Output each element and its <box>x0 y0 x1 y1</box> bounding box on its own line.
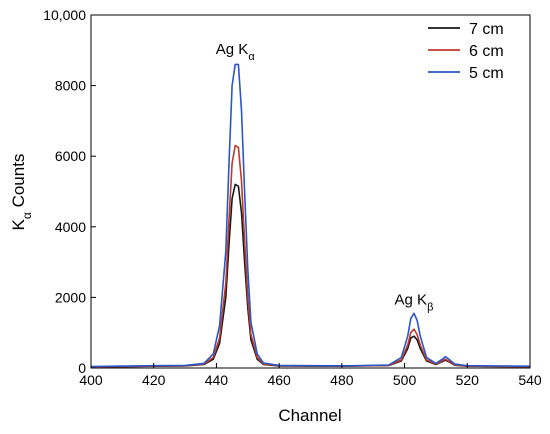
y-tick-label: 8000 <box>55 78 86 94</box>
x-tick-label: 500 <box>393 372 417 388</box>
y-tick-label: 6000 <box>55 148 86 164</box>
y-axis-label: Kα Counts <box>9 154 34 231</box>
peak-annotation-main: Ag K <box>395 291 428 308</box>
y-axis-ticks: 0 2000 4000 6000 8000 10,000 <box>43 7 96 376</box>
peak-annotation-sub: β <box>427 301 433 313</box>
y-axis-label-main: K <box>9 218 28 230</box>
legend-label: 6 cm <box>469 43 504 60</box>
x-tick-label: 480 <box>330 372 354 388</box>
legend-label: 5 cm <box>469 65 504 82</box>
x-tick-label: 420 <box>142 372 166 388</box>
peak-annotation-sub: α <box>248 51 255 63</box>
y-tick-label: 0 <box>78 360 86 376</box>
peak-annotation-main: Ag K <box>216 41 249 58</box>
y-tick-label: 4000 <box>55 219 86 235</box>
legend-label: 7 cm <box>469 21 504 38</box>
x-tick-label: 460 <box>267 372 291 388</box>
peak-annotation: Ag Kβ <box>395 291 434 313</box>
y-axis-label-rest: Counts <box>9 154 28 213</box>
x-tick-label: 520 <box>456 372 480 388</box>
y-tick-label: 2000 <box>55 289 86 305</box>
y-axis-label-sub: α <box>20 212 34 219</box>
x-tick-label: 440 <box>205 372 229 388</box>
plot-frame <box>90 14 531 369</box>
x-tick-label: 400 <box>79 372 103 388</box>
y-tick-label: 10,000 <box>43 7 86 23</box>
x-axis-label: Channel <box>278 406 341 425</box>
series-line-1 <box>90 144 531 368</box>
x-axis-ticks: 400 420 440 460 480 500 520 540 <box>79 363 542 388</box>
series-layer <box>90 63 531 368</box>
series-line-2 <box>90 63 531 368</box>
legend: 7 cm 6 cm 5 cm <box>428 21 504 82</box>
peak-annotation: Ag Kα <box>216 41 256 63</box>
series-line-0 <box>90 183 531 368</box>
x-tick-label: 540 <box>518 372 542 388</box>
